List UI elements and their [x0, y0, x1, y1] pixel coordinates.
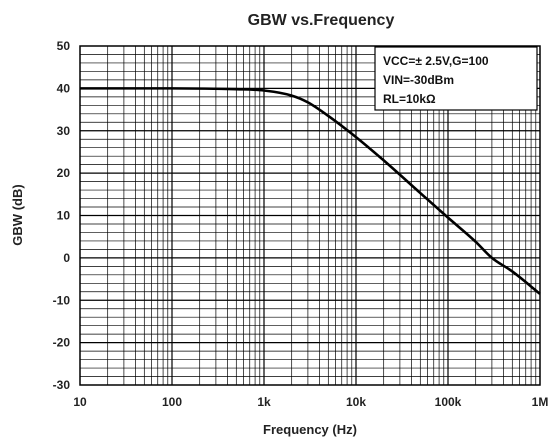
y-tick-label: -20: [53, 336, 71, 350]
x-tick-label: 100k: [435, 395, 462, 409]
y-tick-label: -30: [53, 378, 71, 392]
x-axis-label: Frequency (Hz): [263, 422, 357, 437]
x-tick-label: 100: [162, 395, 182, 409]
y-tick-label: 20: [57, 166, 71, 180]
legend-box: VCC=± 2.5V,G=100 VIN=-30dBm RL=10kΩ: [374, 46, 538, 111]
y-axis-label: GBW (dB): [10, 184, 25, 245]
plot-area: [80, 87, 541, 295]
y-tick-label: 40: [57, 81, 71, 95]
grid: [80, 46, 540, 385]
gbw-series-line: [80, 87, 541, 295]
chart-title: GBW vs.Frequency: [248, 12, 395, 29]
plot-border: [79, 45, 541, 386]
x-tick-label: 10k: [346, 395, 366, 409]
legend-line-conditions: VCC=± 2.5V,G=100: [383, 54, 489, 68]
y-tick-label: 30: [57, 124, 71, 138]
x-tick-label: 1M: [532, 395, 549, 409]
x-tick-label: 10: [73, 395, 87, 409]
legend-line-load: RL=10kΩ: [383, 92, 436, 106]
y-tick-label: 10: [57, 209, 71, 223]
y-tick-label: 0: [63, 251, 70, 265]
x-tick-label: 1k: [257, 395, 271, 409]
legend-line-input: VIN=-30dBm: [383, 73, 454, 87]
y-tick-label: 50: [57, 39, 71, 53]
y-tick-label: -10: [53, 293, 71, 307]
